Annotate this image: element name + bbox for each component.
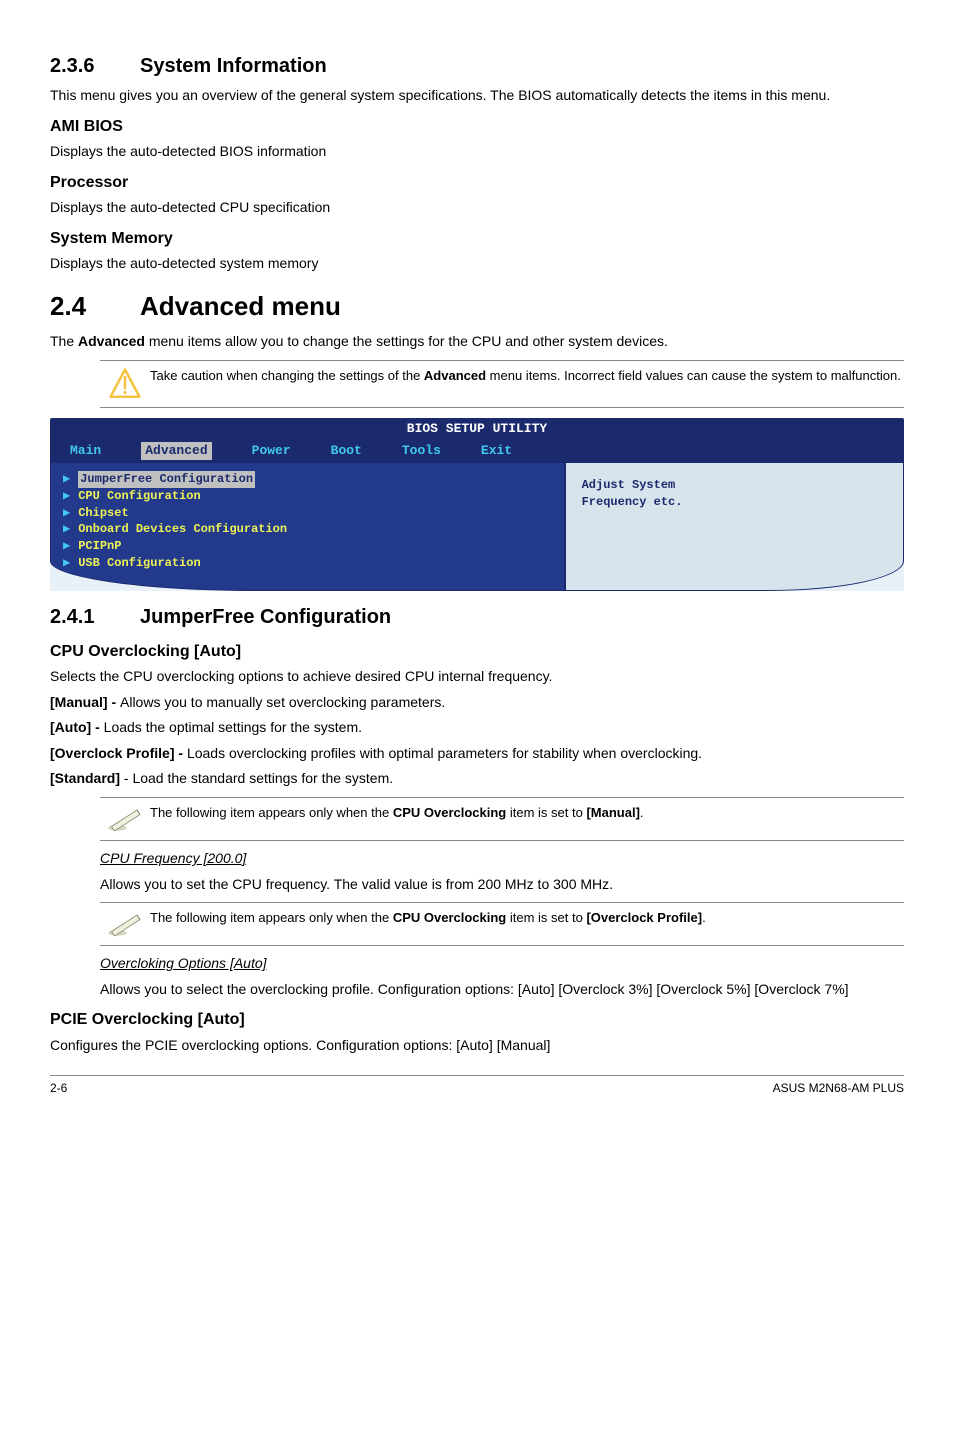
footer-left: 2-6 bbox=[50, 1080, 67, 1097]
triangle-icon: ▶ bbox=[63, 505, 70, 522]
bios-tab-boot: Boot bbox=[331, 442, 362, 460]
note2-pre: The following item appears only when the bbox=[150, 910, 393, 925]
intro-24-bold: Advanced bbox=[78, 333, 145, 349]
heading-241: 2.4.1JumperFree Configuration bbox=[50, 603, 904, 631]
title-236: System Information bbox=[140, 55, 327, 77]
note1-post: . bbox=[640, 805, 644, 820]
warning-icon bbox=[100, 367, 150, 401]
warning-callout: Take caution when changing the settings … bbox=[100, 360, 904, 408]
triangle-icon: ▶ bbox=[63, 555, 70, 572]
overclok-link-line: Overcloking Options [Auto] bbox=[100, 954, 904, 974]
note1-b1: CPU Overclocking bbox=[393, 805, 506, 820]
note2-text: The following item appears only when the… bbox=[150, 909, 904, 927]
cpu-over-p: Selects the CPU overclocking options to … bbox=[50, 667, 904, 687]
bios-screenshot: BIOS SETUP UTILITY Main Advanced Power B… bbox=[50, 418, 904, 591]
note1-text: The following item appears only when the… bbox=[150, 804, 904, 822]
bios-item-4: ▶ PCIPnP bbox=[63, 538, 552, 555]
standard-line: [Standard] - Load the standard settings … bbox=[50, 769, 904, 789]
cpu-over-h: CPU Overclocking [Auto] bbox=[50, 641, 904, 663]
footer-right: ASUS M2N68-AM PLUS bbox=[773, 1080, 904, 1097]
pcie-h: PCIE Overclocking [Auto] bbox=[50, 1009, 904, 1031]
warn-post: menu items. Incorrect field values can c… bbox=[486, 368, 901, 383]
proc-p: Displays the auto-detected CPU specifica… bbox=[50, 198, 904, 218]
page-footer: 2-6 ASUS M2N68-AM PLUS bbox=[50, 1075, 904, 1097]
secnum-24: 2.4 bbox=[50, 288, 140, 324]
secnum-236: 2.3.6 bbox=[50, 52, 140, 80]
bios-item-0-label: JumperFree Configuration bbox=[78, 471, 255, 488]
overclock-line: [Overclock Profile] - Loads overclocking… bbox=[50, 744, 904, 764]
warn-pre: Take caution when changing the settings … bbox=[150, 368, 424, 383]
heading-236: 2.3.6System Information bbox=[50, 52, 904, 80]
triangle-icon: ▶ bbox=[63, 538, 70, 555]
bios-item-3: ▶ Onboard Devices Configuration bbox=[63, 521, 552, 538]
bios-item-1-label: CPU Configuration bbox=[78, 488, 200, 505]
auto-b: [Auto] - bbox=[50, 719, 104, 735]
intro-24-post: menu items allow you to change the setti… bbox=[145, 333, 668, 349]
auto-line: [Auto] - Loads the optimal settings for … bbox=[50, 718, 904, 738]
note2-b1: CPU Overclocking bbox=[393, 910, 506, 925]
cpufreq-p: Allows you to set the CPU frequency. The… bbox=[100, 875, 904, 895]
mem-p: Displays the auto-detected system memory bbox=[50, 254, 904, 274]
bios-tab-power: Power bbox=[252, 442, 291, 460]
bios-tabs: Main Advanced Power Boot Tools Exit bbox=[50, 440, 904, 462]
bios-tab-exit: Exit bbox=[481, 442, 512, 460]
bios-tab-advanced: Advanced bbox=[141, 442, 211, 460]
title-241: JumperFree Configuration bbox=[140, 606, 391, 628]
note-callout-1: The following item appears only when the… bbox=[100, 797, 904, 841]
ami-h: AMI BIOS bbox=[50, 116, 904, 138]
bios-right-panel: Adjust System Frequency etc. bbox=[565, 462, 904, 591]
note-callout-2: The following item appears only when the… bbox=[100, 902, 904, 946]
triangle-icon: ▶ bbox=[63, 488, 70, 505]
bios-item-5-label: USB Configuration bbox=[78, 555, 200, 572]
secnum-241: 2.4.1 bbox=[50, 603, 140, 631]
ov-t: Loads overclocking profiles with optimal… bbox=[187, 745, 702, 761]
bios-item-2-label: Chipset bbox=[78, 505, 128, 522]
note2-mid: item is set to bbox=[506, 910, 586, 925]
std-t: - Load the standard settings for the sys… bbox=[120, 770, 393, 786]
note1-mid: item is set to bbox=[506, 805, 586, 820]
bios-left-panel: ▶ JumperFree Configuration ▶ CPU Configura… bbox=[50, 462, 565, 591]
manual-line: [Manual] - Allows you to manually set ov… bbox=[50, 693, 904, 713]
cpufreq-link: CPU Frequency [200.0] bbox=[100, 850, 246, 866]
bios-body: ▶ JumperFree Configuration ▶ CPU Configura… bbox=[50, 462, 904, 591]
manual-b: [Manual] - bbox=[50, 694, 120, 710]
ov-b: [Overclock Profile] - bbox=[50, 745, 187, 761]
mem-h: System Memory bbox=[50, 228, 904, 250]
note1-b2: [Manual] bbox=[586, 805, 639, 820]
triangle-icon: ▶ bbox=[63, 521, 70, 538]
bios-item-1: ▶ CPU Configuration bbox=[63, 488, 552, 505]
bios-item-3-label: Onboard Devices Configuration bbox=[78, 521, 287, 538]
triangle-icon: ▶ bbox=[63, 471, 70, 488]
overclok-link: Overcloking Options [Auto] bbox=[100, 955, 267, 971]
std-b: [Standard] bbox=[50, 770, 120, 786]
bios-item-0: ▶ JumperFree Configuration bbox=[63, 471, 552, 488]
title-24: Advanced menu bbox=[140, 291, 341, 321]
cpufreq-link-line: CPU Frequency [200.0] bbox=[100, 849, 904, 869]
proc-h: Processor bbox=[50, 172, 904, 194]
intro-24-pre: The bbox=[50, 333, 78, 349]
bios-help-l1: Adjust System bbox=[582, 477, 887, 494]
note2-b2: [Overclock Profile] bbox=[586, 910, 702, 925]
bios-item-5: ▶ USB Configuration bbox=[63, 555, 552, 572]
warning-text: Take caution when changing the settings … bbox=[150, 367, 904, 385]
ami-p: Displays the auto-detected BIOS informat… bbox=[50, 142, 904, 162]
heading-24: 2.4Advanced menu bbox=[50, 288, 904, 324]
bios-item-2: ▶ Chipset bbox=[63, 505, 552, 522]
note2-post: . bbox=[702, 910, 706, 925]
manual-t: Allows you to manually set overclocking … bbox=[120, 694, 445, 710]
auto-t: Loads the optimal settings for the syste… bbox=[104, 719, 362, 735]
note1-pre: The following item appears only when the bbox=[150, 805, 393, 820]
bios-help-l2: Frequency etc. bbox=[582, 494, 887, 511]
warn-bold: Advanced bbox=[424, 368, 486, 383]
pencil-icon bbox=[100, 804, 150, 834]
intro-24: The Advanced menu items allow you to cha… bbox=[50, 332, 904, 352]
bios-title: BIOS SETUP UTILITY bbox=[50, 418, 904, 440]
bios-tab-tools: Tools bbox=[402, 442, 441, 460]
overclok-p: Allows you to select the overclocking pr… bbox=[100, 980, 904, 1000]
pcie-p: Configures the PCIE overclocking options… bbox=[50, 1036, 904, 1056]
bios-tab-main: Main bbox=[70, 442, 101, 460]
pencil-icon bbox=[100, 909, 150, 939]
intro-236: This menu gives you an overview of the g… bbox=[50, 86, 904, 106]
bios-item-4-label: PCIPnP bbox=[78, 538, 121, 555]
